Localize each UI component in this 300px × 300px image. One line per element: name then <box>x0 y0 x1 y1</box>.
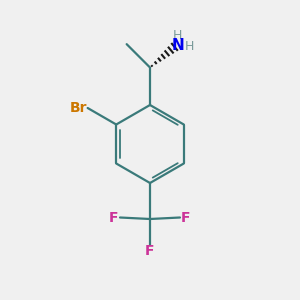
Text: F: F <box>109 211 119 224</box>
Text: F: F <box>145 244 155 258</box>
Text: N: N <box>172 38 184 53</box>
Text: F: F <box>181 211 191 224</box>
Text: Br: Br <box>69 101 87 115</box>
Text: H: H <box>184 40 194 53</box>
Text: H: H <box>173 29 183 42</box>
